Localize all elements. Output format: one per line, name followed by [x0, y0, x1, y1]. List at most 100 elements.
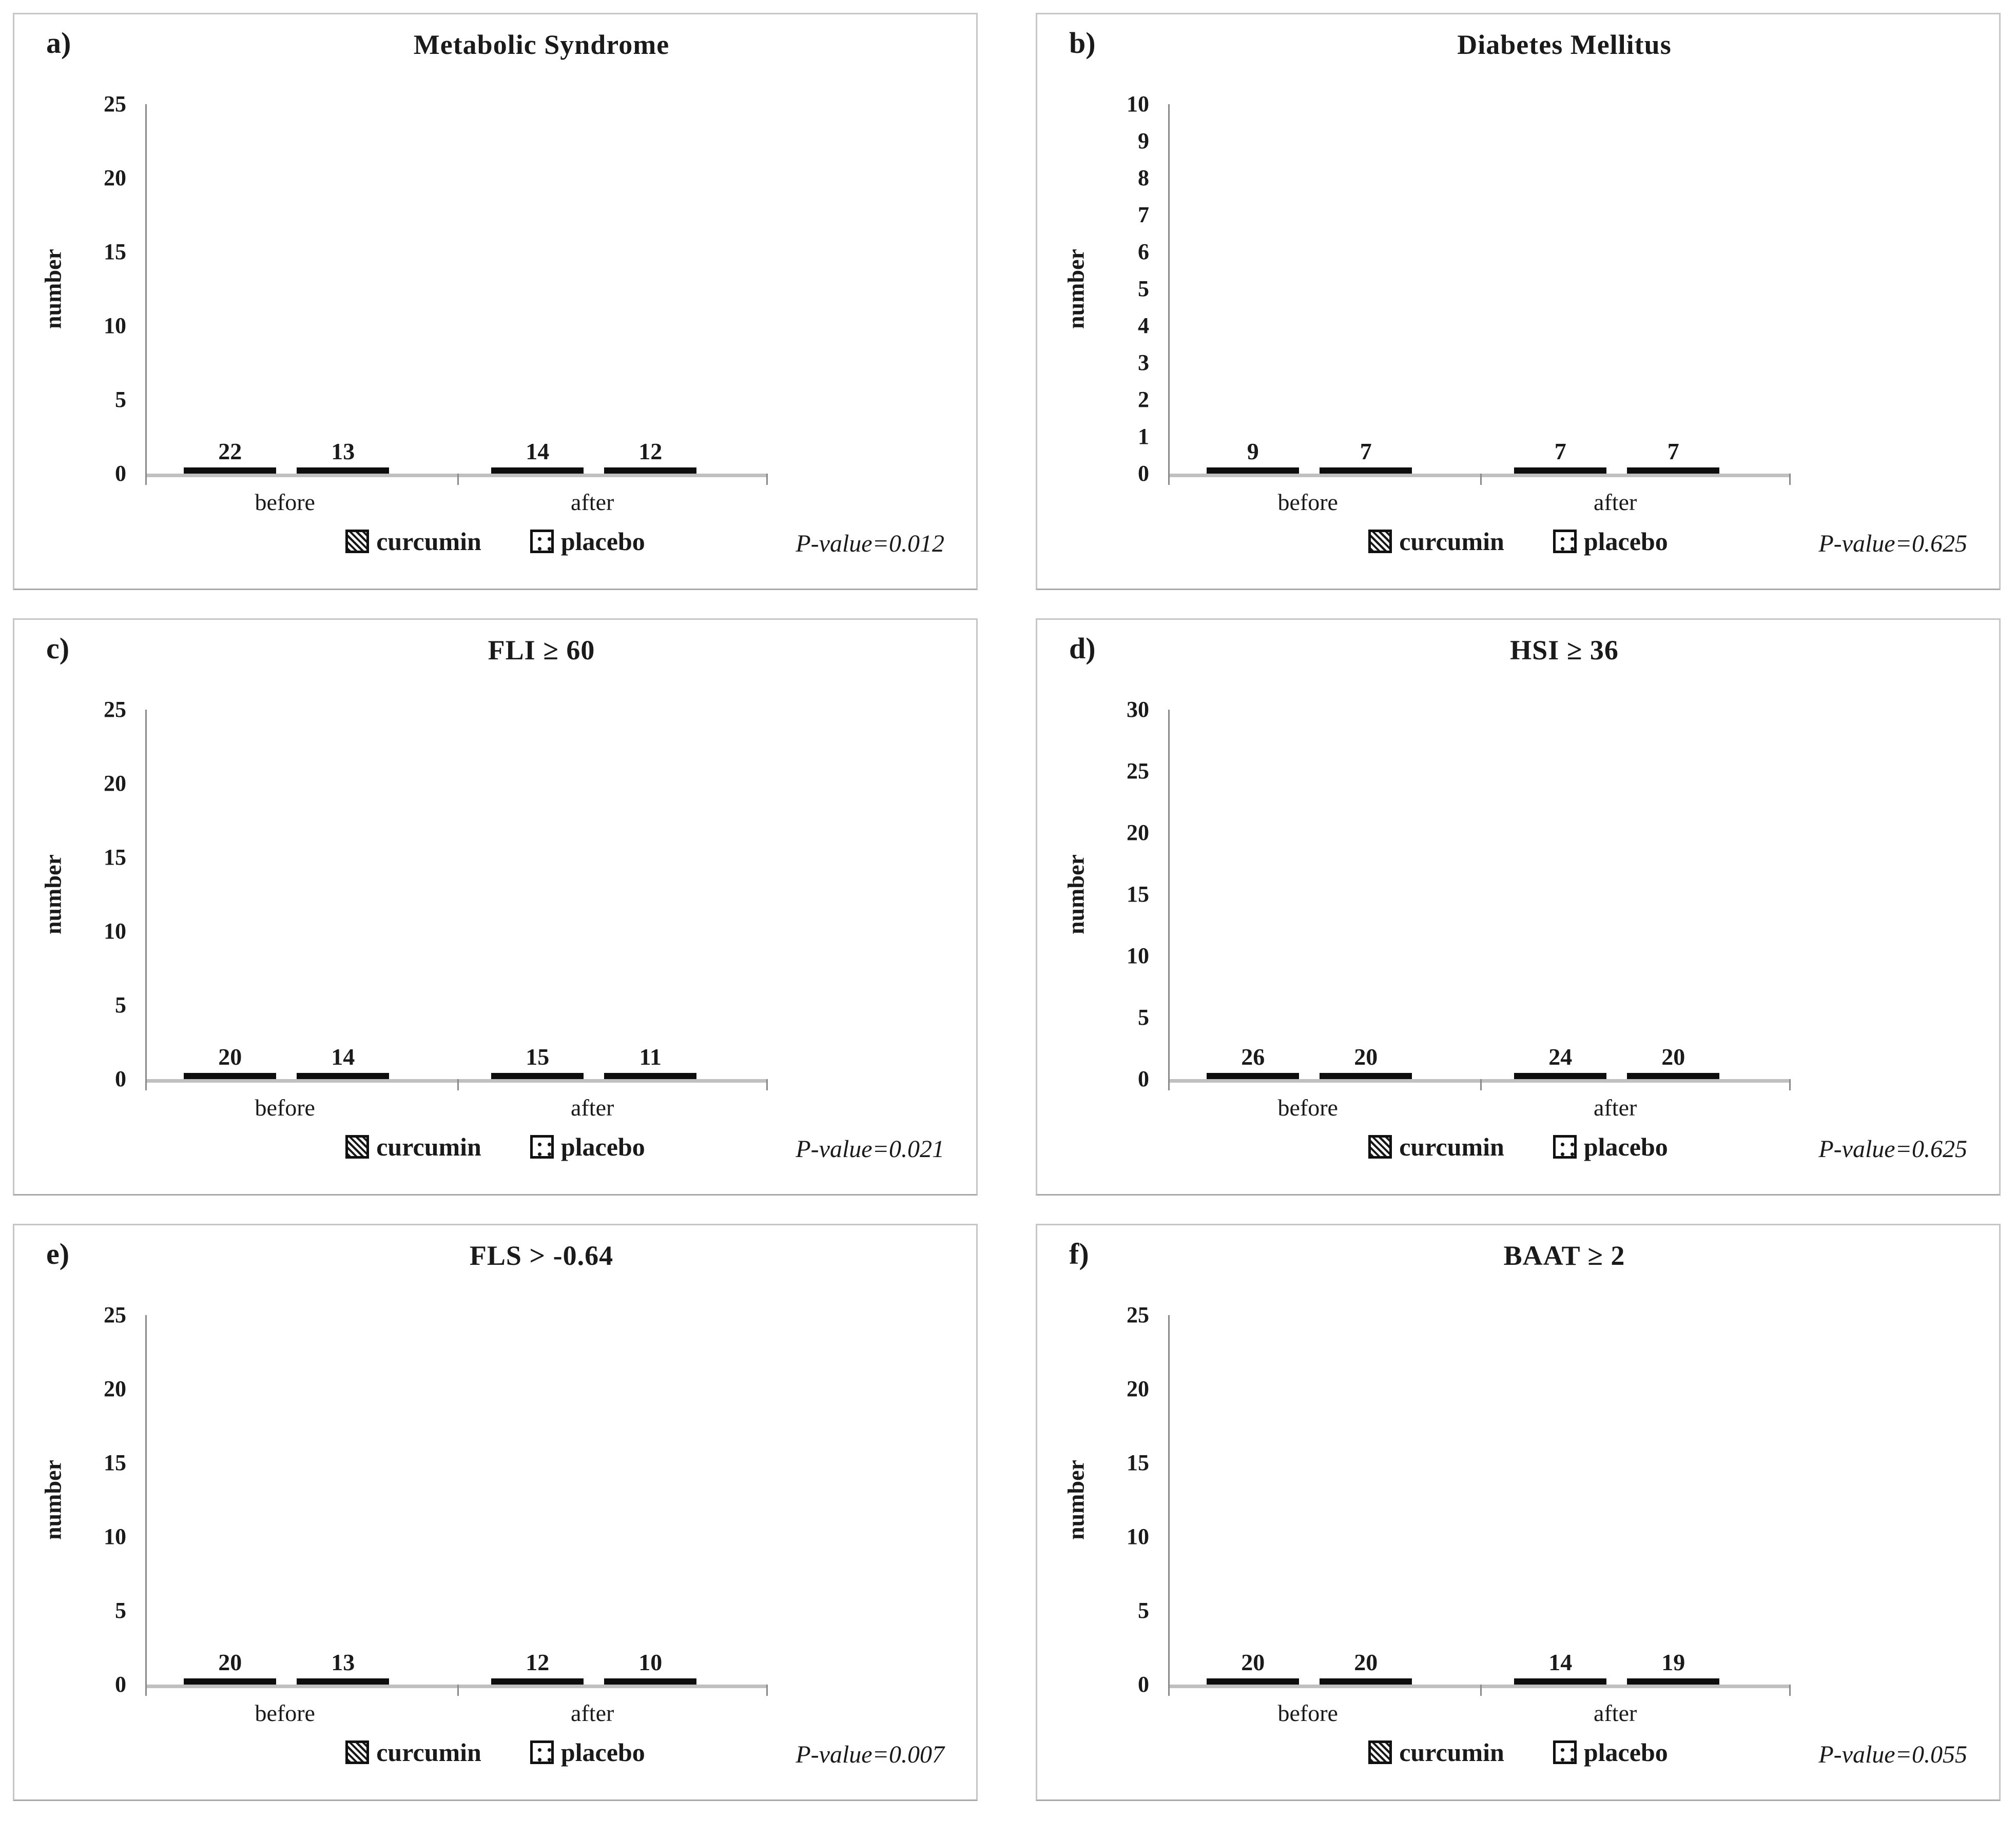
x-axis-tick: [145, 474, 147, 485]
x-axis-tick: [1480, 1685, 1482, 1696]
legend-item-placebo: placebo: [1553, 1739, 1668, 1765]
legend: curcumin placebo: [1037, 1739, 1999, 1765]
placebo-bar-after: 10: [604, 1651, 697, 1685]
curcumin-bar-after: 14: [1514, 1651, 1607, 1685]
x-axis-tick: [1168, 1685, 1170, 1696]
bar-value-label: 13: [331, 1649, 355, 1675]
y-tick-label: 0: [1138, 461, 1149, 486]
curcumin-bar-after: 7: [1514, 440, 1607, 474]
placebo-bar-after: 12: [604, 440, 697, 474]
y-tick-label: 4: [1138, 313, 1149, 338]
y-tick-label: 9: [1138, 128, 1149, 153]
legend-label-curcumin: curcumin: [376, 527, 481, 556]
bar-value-label: 24: [1548, 1044, 1573, 1070]
curcumin-bar-before: 20: [184, 1651, 277, 1685]
chart-title: FLI ≥ 60: [488, 635, 595, 666]
plot-area: 22 13 14 12: [145, 104, 768, 485]
bar-value-label: 14: [1548, 1649, 1573, 1675]
legend-label-placebo: placebo: [560, 1132, 645, 1161]
curcumin-bar-after: 15: [491, 1045, 584, 1079]
y-axis-ticks: 0 5 10 15 20 25: [75, 1304, 132, 1696]
bar-value-label: 13: [331, 438, 355, 464]
y-tick-label: 5: [115, 1598, 126, 1623]
placebo-dots-swatch-icon: [1553, 1135, 1577, 1159]
x-axis-tick: [145, 1079, 147, 1090]
x-axis-tick: [1168, 474, 1170, 485]
chart-panel: e) FLS > -0.64 number 0 5 10 15 20 25 20 13 12 1…: [13, 1224, 978, 1801]
y-tick-label: 5: [1138, 276, 1149, 301]
x-category-label: after: [571, 489, 614, 515]
p-value: P-value=0.625: [1818, 530, 1967, 557]
legend-item-placebo: placebo: [1553, 529, 1668, 554]
y-axis-label: number: [1062, 854, 1089, 934]
chart-title: Metabolic Syndrome: [413, 29, 670, 60]
x-axis-labels: before after: [145, 1096, 766, 1127]
curcumin-hatch-swatch-icon: [1368, 1740, 1392, 1764]
x-category-label: after: [1594, 1700, 1637, 1726]
placebo-dots-swatch-icon: [530, 1135, 554, 1159]
placebo-bar-before: 20: [1320, 1045, 1412, 1079]
y-tick-label: 30: [1127, 697, 1149, 722]
bar-group-after: 12 10: [491, 1651, 697, 1685]
curcumin-bar-after: 12: [491, 1651, 584, 1685]
y-axis-ticks: 0 5 10 15 20 25: [75, 698, 132, 1090]
placebo-dots-swatch-icon: [530, 530, 554, 553]
x-axis-tick: [1168, 1079, 1170, 1090]
curcumin-bar-after: 14: [491, 440, 584, 474]
panel-letter: c): [46, 632, 70, 665]
bar-group-before: 26 20: [1207, 1045, 1412, 1079]
y-tick-label: 20: [104, 1376, 126, 1401]
y-tick-label: 10: [104, 918, 126, 944]
legend-item-curcumin: curcumin: [345, 1134, 481, 1160]
curcumin-bar-after: 24: [1514, 1045, 1607, 1079]
placebo-bar-after: 7: [1627, 440, 1720, 474]
legend-label-curcumin: curcumin: [1399, 1738, 1504, 1767]
y-tick-label: 8: [1138, 165, 1149, 190]
legend-item-curcumin: curcumin: [1368, 1134, 1504, 1160]
bar-value-label: 12: [526, 1649, 550, 1675]
bar-group-before: 20 13: [184, 1651, 390, 1685]
x-category-label: after: [1594, 489, 1637, 515]
y-tick-label: 0: [115, 1672, 126, 1697]
x-category-label: before: [1277, 1700, 1338, 1726]
x-axis-tick: [457, 1079, 459, 1090]
curcumin-hatch-swatch-icon: [345, 1135, 370, 1159]
y-axis-ticks: 0 5 10 15 20 25 30: [1098, 698, 1155, 1090]
x-axis-tick: [1480, 1079, 1482, 1090]
curcumin-hatch-swatch-icon: [345, 1740, 370, 1764]
legend-label-curcumin: curcumin: [376, 1738, 481, 1767]
legend-item-curcumin: curcumin: [345, 529, 481, 554]
plot-area: 26 20 24 20: [1168, 710, 1791, 1090]
chart-title: FLS > -0.64: [469, 1240, 614, 1271]
placebo-bar-before: 20: [1320, 1651, 1412, 1685]
bar-value-label: 20: [1241, 1649, 1265, 1675]
legend-item-curcumin: curcumin: [1368, 1739, 1504, 1765]
x-category-label: after: [571, 1094, 614, 1121]
legend-label-curcumin: curcumin: [1399, 527, 1504, 556]
placebo-bar-before: 14: [297, 1045, 390, 1079]
x-category-label: after: [571, 1700, 614, 1726]
bar-value-label: 7: [1554, 438, 1566, 464]
x-axis-labels: before after: [1168, 1096, 1789, 1127]
x-axis-tick: [766, 1685, 768, 1696]
legend: curcumin placebo: [14, 1134, 976, 1160]
y-tick-label: 7: [1138, 202, 1149, 227]
y-tick-label: 20: [104, 165, 126, 190]
curcumin-bar-before: 9: [1207, 440, 1300, 474]
legend: curcumin placebo: [1037, 1134, 1999, 1160]
panel-letter: e): [46, 1237, 70, 1270]
y-tick-label: 2: [1138, 387, 1149, 412]
y-tick-label: 20: [1127, 1376, 1149, 1401]
legend: curcumin placebo: [14, 1739, 976, 1765]
bar-value-label: 11: [639, 1044, 662, 1070]
placebo-bar-before: 7: [1320, 440, 1412, 474]
plot-area: 20 14 15 11: [145, 710, 768, 1090]
x-category-label: before: [1277, 489, 1338, 515]
bar-value-label: 19: [1661, 1649, 1685, 1675]
placebo-dots-swatch-icon: [1553, 530, 1577, 553]
curcumin-hatch-swatch-icon: [1368, 530, 1392, 553]
legend-label-placebo: placebo: [1583, 1132, 1668, 1161]
placebo-dots-swatch-icon: [1553, 1740, 1577, 1764]
x-axis-tick: [1789, 1685, 1791, 1696]
